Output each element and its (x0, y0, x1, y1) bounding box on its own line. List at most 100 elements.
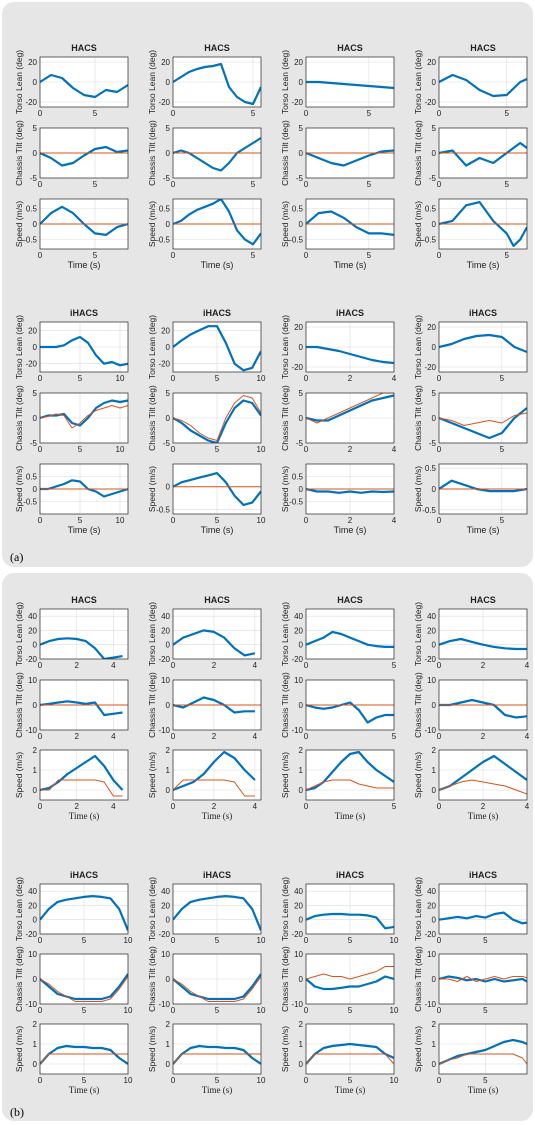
subplot-title: iHACS (203, 870, 231, 880)
y-tick-label: 20 (427, 58, 436, 67)
y-axis-label: Torso Lean (deg) (413, 602, 423, 666)
y-axis-label: Chassis Tilt (deg) (14, 946, 24, 1012)
measured-line (306, 1042, 394, 1065)
x-tick-label: 0 (171, 936, 176, 945)
y-tick-label: 10 (427, 676, 436, 685)
measured-line (439, 73, 527, 98)
x-axis-label: Time (s) (202, 1085, 232, 1095)
y-tick-label: -5 (163, 439, 171, 448)
x-axis-label: Time (s) (69, 1085, 99, 1095)
y-axis-label: Chassis Tilt (deg) (147, 946, 157, 1012)
y-tick-label: 20 (294, 901, 303, 910)
axes-box (39, 56, 129, 108)
x-tick-label: 10 (124, 1076, 133, 1085)
y-axis-label: Chassis Tilt (deg) (280, 946, 290, 1012)
y-tick-label: -5 (429, 174, 437, 183)
y-tick-label: -20 (424, 930, 436, 939)
y-tick-label: 0.5 (26, 473, 38, 482)
measured-line (40, 479, 128, 498)
x-tick-label: 0 (38, 516, 43, 525)
measured-line (306, 345, 394, 365)
y-axis-label: Torso Lean (deg) (147, 602, 157, 666)
y-tick-label: 0 (432, 485, 437, 494)
y-tick-label: 0 (166, 483, 171, 492)
y-tick-label: -0.5 (422, 506, 436, 515)
axes-box (305, 392, 395, 444)
y-axis-label: Chassis Tilt (deg) (413, 385, 423, 451)
reference-line (439, 779, 527, 795)
x-axis-label: Time (s) (69, 811, 99, 821)
y-tick-label: 40 (294, 887, 303, 896)
x-tick-label: 5 (367, 109, 372, 118)
y-tick-label: 0 (166, 414, 171, 423)
measured-line (306, 394, 394, 422)
y-axis-label: Torso Lean (deg) (280, 877, 290, 941)
y-tick-label: 0 (166, 149, 171, 158)
y-tick-label: 0.5 (159, 204, 171, 213)
y-tick-label: 10 (161, 676, 170, 685)
y-axis-label: Speed (m/s) (280, 466, 290, 512)
y-axis-label: Speed (m/s) (14, 1026, 24, 1072)
y-tick-label: 0.5 (425, 464, 437, 473)
subplot: 0 5 10 0 1 2 Time (s) Speed (m/s) (14, 1020, 133, 1095)
axes-box (39, 392, 129, 444)
y-tick-label: 10 (294, 950, 303, 959)
y-tick-label: 5 (33, 124, 38, 133)
y-axis-label: Torso Lean (deg) (14, 602, 24, 666)
x-tick-label: 2 (212, 732, 217, 741)
y-axis-label: Torso Lean (deg) (413, 315, 423, 379)
x-axis-label: Time (s) (201, 525, 234, 535)
reference-line (173, 976, 261, 1002)
x-tick-label: 0 (171, 516, 176, 525)
x-tick-label: 5 (500, 516, 505, 525)
y-tick-label: -5 (296, 174, 304, 183)
subplot-title: HACS (337, 43, 363, 53)
y-tick-label: 0 (432, 414, 437, 423)
measured-line (306, 630, 394, 649)
y-tick-label: -20 (25, 360, 37, 369)
measured-line (306, 750, 394, 792)
x-axis-label: Time (s) (468, 811, 498, 821)
axes-box (305, 1023, 395, 1075)
y-axis-label: Speed (m/s) (280, 201, 290, 247)
x-tick-label: 2 (348, 516, 353, 525)
y-axis-label: Speed (m/s) (14, 466, 24, 512)
plot-area (40, 609, 128, 659)
x-tick-label: 0 (38, 109, 43, 118)
y-tick-label: 0.5 (26, 204, 38, 213)
y-tick-label: 5 (166, 124, 171, 133)
y-tick-label: 10 (28, 950, 37, 959)
y-tick-label: 20 (161, 58, 170, 67)
y-tick-label: 0 (432, 641, 437, 650)
axes-box (172, 749, 262, 801)
x-tick-label: 10 (257, 445, 266, 454)
x-tick-label: 0 (304, 936, 309, 945)
x-tick-label: 5 (215, 516, 220, 525)
y-tick-label: -20 (424, 98, 436, 107)
measured-line (40, 700, 123, 717)
y-tick-label: 0 (432, 916, 437, 925)
panel-a-label: (a) (10, 550, 24, 564)
x-tick-label: 0 (437, 1076, 442, 1085)
measured-line (439, 333, 527, 354)
subplot-title: HACS (71, 43, 97, 53)
x-tick-label: 0 (304, 180, 309, 189)
measured-line (173, 750, 256, 792)
reference-line (173, 1053, 261, 1065)
x-tick-label: 4 (253, 802, 258, 811)
axes-box (438, 883, 528, 935)
x-tick-label: 5 (504, 251, 509, 260)
x-tick-label: 0 (171, 374, 176, 383)
axes-box (305, 321, 395, 373)
x-tick-label: 0 (304, 445, 309, 454)
y-tick-label: 20 (28, 58, 37, 67)
y-tick-label: -0.5 (422, 236, 436, 245)
axes-box (172, 321, 262, 373)
subplot-title: HACS (337, 595, 363, 605)
axes-box (39, 679, 129, 731)
